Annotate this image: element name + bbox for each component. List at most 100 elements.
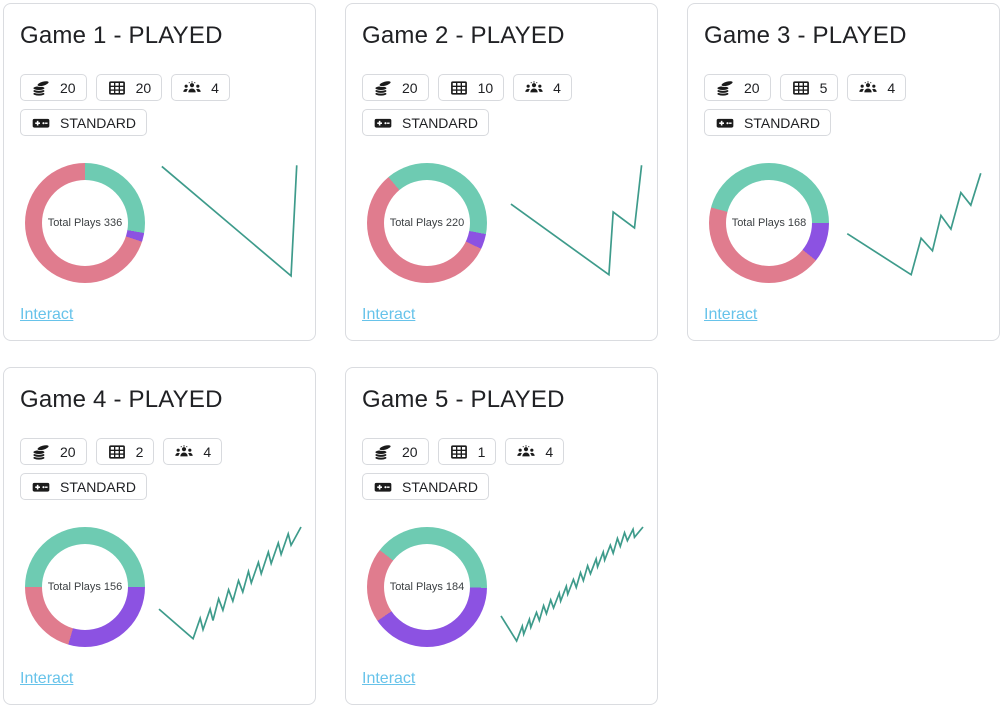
players-icon bbox=[516, 442, 536, 462]
mode-value: STANDARD bbox=[744, 114, 820, 131]
coins-value: 20 bbox=[402, 79, 418, 96]
sparkline-chart bbox=[159, 527, 301, 641]
badge-row: 20 1 4 bbox=[362, 438, 641, 500]
mode-value: STANDARD bbox=[60, 478, 136, 495]
mode-value: STANDARD bbox=[402, 114, 478, 131]
mode-value: STANDARD bbox=[60, 114, 136, 131]
charts-row: Total Plays 168 bbox=[704, 163, 983, 283]
table-icon bbox=[107, 442, 127, 462]
coins-icon bbox=[31, 442, 51, 462]
interact-link[interactable]: Interact bbox=[362, 306, 416, 323]
game-card-5: Game 5 - PLAYED 20 1 bbox=[345, 367, 658, 705]
page-title: Game 2 - PLAYED bbox=[362, 22, 565, 49]
table-icon bbox=[791, 78, 811, 98]
game-card-3: Game 3 - PLAYED 20 5 bbox=[687, 3, 1000, 341]
coins-value: 20 bbox=[744, 79, 760, 96]
page-title: Game 3 - PLAYED bbox=[704, 22, 907, 49]
players-badge: 4 bbox=[171, 74, 230, 101]
coins-icon bbox=[715, 78, 735, 98]
charts-row: Total Plays 220 bbox=[362, 163, 641, 283]
donut-center-label: Total Plays 336 bbox=[47, 217, 123, 229]
mode-value: STANDARD bbox=[402, 478, 478, 495]
gamepad-icon bbox=[715, 113, 735, 133]
badge-row: 20 5 4 bbox=[704, 74, 983, 136]
charts-row: Total Plays 336 bbox=[20, 163, 299, 283]
sparkline-chart bbox=[501, 163, 643, 277]
tables-badge: 1 bbox=[437, 438, 497, 465]
players-icon bbox=[182, 78, 202, 98]
table-icon bbox=[107, 78, 127, 98]
players-value: 4 bbox=[887, 79, 896, 96]
interact-link[interactable]: Interact bbox=[20, 670, 74, 687]
mode-badge: STANDARD bbox=[362, 109, 489, 136]
donut-center-label: Total Plays 156 bbox=[47, 581, 123, 593]
players-badge: 4 bbox=[847, 74, 907, 101]
coins-badge: 20 bbox=[704, 74, 771, 101]
table-icon bbox=[449, 78, 469, 98]
badge-row: 20 2 4 bbox=[20, 438, 299, 500]
coins-badge: 20 bbox=[362, 438, 429, 465]
mode-badge: STANDARD bbox=[20, 473, 147, 500]
interact-link[interactable]: Interact bbox=[20, 306, 74, 323]
game-card-1: Game 1 - PLAYED 20 20 bbox=[3, 3, 316, 341]
page-title: Game 4 - PLAYED bbox=[20, 386, 223, 413]
game-card-4: Game 4 - PLAYED 20 2 bbox=[3, 367, 316, 705]
tables-value: 2 bbox=[135, 443, 144, 460]
tables-badge: 20 bbox=[95, 74, 163, 101]
coins-icon bbox=[31, 78, 51, 98]
donut-center-label: Total Plays 184 bbox=[389, 581, 465, 593]
donut-chart: Total Plays 156 bbox=[25, 527, 145, 647]
donut-chart: Total Plays 168 bbox=[709, 163, 829, 283]
coins-value: 20 bbox=[402, 443, 418, 460]
gamepad-icon bbox=[31, 477, 51, 497]
mode-badge: STANDARD bbox=[362, 473, 489, 500]
page-title: Game 5 - PLAYED bbox=[362, 386, 565, 413]
coins-icon bbox=[373, 78, 393, 98]
charts-row: Total Plays 184 bbox=[362, 527, 641, 647]
gamepad-icon bbox=[373, 477, 393, 497]
donut-center-label: Total Plays 168 bbox=[731, 217, 807, 229]
sparkline-chart bbox=[843, 163, 985, 277]
coins-badge: 20 bbox=[20, 438, 87, 465]
tables-badge: 2 bbox=[95, 438, 155, 465]
players-icon bbox=[524, 78, 544, 98]
gamepad-icon bbox=[31, 113, 51, 133]
tables-value: 1 bbox=[477, 443, 486, 460]
players-icon bbox=[174, 442, 194, 462]
interact-link[interactable]: Interact bbox=[362, 670, 416, 687]
coins-icon bbox=[373, 442, 393, 462]
players-icon bbox=[858, 78, 878, 98]
gamepad-icon bbox=[373, 113, 393, 133]
badge-row: 20 10 bbox=[362, 74, 641, 136]
interact-link[interactable]: Interact bbox=[704, 306, 758, 323]
players-badge: 4 bbox=[163, 438, 223, 465]
donut-center-label: Total Plays 220 bbox=[389, 217, 465, 229]
tables-value: 10 bbox=[477, 79, 494, 96]
donut-chart: Total Plays 184 bbox=[367, 527, 487, 647]
players-value: 4 bbox=[553, 79, 561, 96]
coins-badge: 20 bbox=[20, 74, 87, 101]
players-value: 4 bbox=[203, 443, 212, 460]
coins-badge: 20 bbox=[362, 74, 429, 101]
donut-chart: Total Plays 336 bbox=[25, 163, 145, 283]
game-card-2: Game 2 - PLAYED 20 10 bbox=[345, 3, 658, 341]
players-badge: 4 bbox=[513, 74, 572, 101]
coins-value: 20 bbox=[60, 79, 76, 96]
donut-chart: Total Plays 220 bbox=[367, 163, 487, 283]
tables-badge: 5 bbox=[779, 74, 839, 101]
mode-badge: STANDARD bbox=[704, 109, 831, 136]
table-icon bbox=[449, 442, 469, 462]
tables-value: 5 bbox=[819, 79, 828, 96]
tables-value: 20 bbox=[135, 79, 152, 96]
mode-badge: STANDARD bbox=[20, 109, 147, 136]
page-title: Game 1 - PLAYED bbox=[20, 22, 223, 49]
badge-row: 20 20 bbox=[20, 74, 299, 136]
players-value: 4 bbox=[545, 443, 554, 460]
sparkline-chart bbox=[501, 527, 643, 641]
sparkline-chart bbox=[159, 163, 301, 277]
players-badge: 4 bbox=[505, 438, 565, 465]
charts-row: Total Plays 156 bbox=[20, 527, 299, 647]
players-value: 4 bbox=[211, 79, 219, 96]
coins-value: 20 bbox=[60, 443, 76, 460]
